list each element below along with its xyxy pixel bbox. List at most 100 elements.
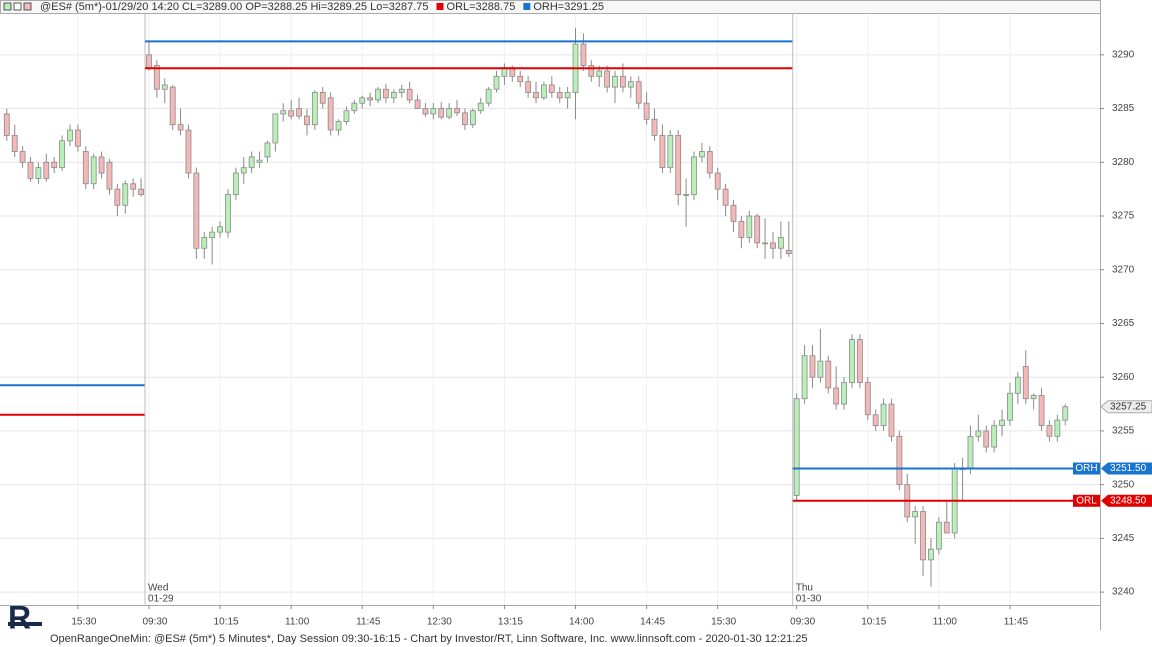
- candle-body: [98, 156, 105, 174]
- y-tick-label: 3250: [1112, 479, 1135, 490]
- candle-body: [90, 156, 97, 185]
- candle-body: [548, 84, 555, 93]
- candle-body: [975, 430, 982, 437]
- date-label: 01-29: [148, 594, 174, 605]
- candle-body: [880, 403, 887, 426]
- candle-body: [493, 75, 500, 90]
- logo: R: [8, 599, 31, 635]
- candle-body: [730, 204, 737, 222]
- x-tick-label: 11:00: [285, 617, 310, 628]
- candle-body: [1007, 392, 1013, 421]
- candle-body: [1030, 395, 1037, 400]
- footer: OpenRangeOneMin: @ES# (5m*) 5 Minutes*, …: [50, 633, 808, 645]
- candle-body: [335, 121, 342, 131]
- candle-body: [1062, 406, 1069, 421]
- candle-body: [74, 129, 81, 147]
- candle-body: [359, 97, 366, 104]
- candle-body: [130, 183, 137, 190]
- candle-body: [777, 237, 784, 249]
- x-tick-label: 09:30: [790, 617, 815, 628]
- candle-body: [446, 108, 453, 118]
- candle-body: [153, 65, 160, 90]
- header-icon: [23, 2, 32, 11]
- level-price-tag: [1101, 462, 1152, 475]
- y-tick-label: 3255: [1112, 426, 1135, 437]
- y-tick-label: 3270: [1112, 264, 1135, 275]
- candle-body: [754, 215, 761, 244]
- y-tick-label: 3240: [1112, 587, 1135, 598]
- date-label: 01-30: [796, 594, 822, 605]
- candle-body: [983, 430, 990, 448]
- candle-body: [209, 231, 216, 238]
- y-tick-label: 3260: [1112, 372, 1135, 383]
- candle-body: [430, 108, 437, 115]
- header-icon: [3, 2, 12, 11]
- candle-body: [114, 188, 121, 206]
- candle-body: [256, 159, 263, 163]
- candle-body: [801, 355, 808, 400]
- candle-body: [841, 382, 847, 405]
- candle-body: [896, 435, 903, 486]
- candle-body: [698, 151, 705, 158]
- candle-body: [406, 88, 413, 101]
- x-tick-label: 14:00: [569, 617, 594, 628]
- candle-body: [3, 113, 10, 136]
- x-tick-label: 10:15: [861, 617, 886, 628]
- candle-body: [825, 360, 832, 389]
- candle-body: [288, 110, 295, 117]
- level-tag-label: ORL: [1076, 495, 1097, 506]
- candle-body: [264, 142, 271, 158]
- candle-body: [627, 81, 634, 88]
- candle-body: [351, 102, 358, 112]
- candle-body: [311, 92, 318, 126]
- candle-body: [485, 88, 492, 104]
- x-tick-label: 11:45: [1004, 617, 1029, 628]
- candle-body: [667, 135, 674, 169]
- level-tag: [1073, 462, 1100, 475]
- candle-body: [691, 156, 697, 195]
- header-bar: [0, 0, 1101, 14]
- candle-body: [414, 99, 421, 109]
- x-tick-label: 14:45: [640, 617, 665, 628]
- candle-body: [833, 387, 840, 405]
- candle-body: [383, 88, 389, 99]
- candle-body: [533, 92, 539, 99]
- candle-body: [564, 92, 571, 99]
- candle-body: [51, 161, 58, 169]
- y-tick-label: 3280: [1112, 157, 1135, 168]
- y-tick-label: 3285: [1112, 103, 1135, 114]
- level-tag-label: ORH: [1075, 463, 1097, 474]
- candle-body: [991, 425, 998, 448]
- candle-body: [240, 167, 247, 174]
- candle-body: [193, 172, 200, 249]
- candle-body: [185, 129, 192, 174]
- candle-body: [161, 84, 168, 90]
- legend-label: ORH=3291.25: [533, 1, 604, 13]
- candle-body: [588, 65, 595, 77]
- candle-body: [722, 188, 729, 206]
- x-tick-label: 15:30: [711, 617, 736, 628]
- x-tick-label: 12:30: [427, 617, 452, 628]
- candle-body: [367, 97, 374, 101]
- candle-body: [82, 151, 89, 185]
- candle-body: [106, 161, 113, 190]
- candle-body: [217, 226, 223, 233]
- candle-body: [864, 382, 871, 416]
- candle-body: [375, 88, 381, 101]
- candle-body: [138, 188, 144, 195]
- candle-body: [762, 242, 768, 245]
- candle-body: [67, 129, 73, 142]
- candle-body: [849, 339, 855, 383]
- candle-body: [580, 43, 587, 66]
- x-tick-label: 09:30: [142, 617, 167, 628]
- candle-body: [201, 237, 208, 249]
- candle-body: [872, 414, 879, 426]
- candle-body: [935, 521, 942, 550]
- y-tick-label: 3265: [1112, 318, 1135, 329]
- day-label: Wed: [148, 583, 168, 594]
- candle-body: [912, 511, 919, 518]
- x-tick-label: 11:00: [933, 617, 958, 628]
- candle-body: [706, 151, 713, 174]
- candle-body: [746, 215, 753, 238]
